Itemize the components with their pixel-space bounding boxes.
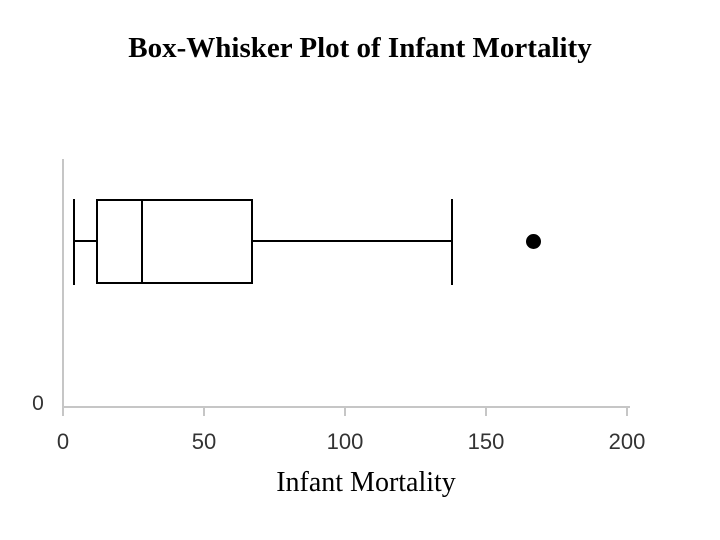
chart-title: Box-Whisker Plot of Infant Mortality [128,32,592,64]
x-tick-label: 150 [467,429,505,454]
x-tick-mark [203,407,205,416]
x-tick-label: 200 [608,429,646,454]
x-tick-mark [62,407,64,416]
whisker-left-line [74,240,97,242]
x-axis-line [62,406,630,408]
x-tick-mark [344,407,346,416]
y-axis-line [62,159,64,416]
x-tick-label: 0 [56,429,70,454]
whisker-right-cap [451,199,454,285]
median-line [140,199,143,284]
x-tick-mark [626,407,628,416]
x-tick-mark [485,407,487,416]
x-tick-label: 50 [191,429,217,454]
whisker-right-line [251,240,453,242]
x-axis-title: Infant Mortality [276,467,456,498]
iqr-box [95,199,253,284]
y-axis-tick-label: 0 [32,392,44,415]
whisker-left-cap [73,199,76,285]
x-tick-label: 100 [326,429,364,454]
outlier-point [526,233,542,249]
